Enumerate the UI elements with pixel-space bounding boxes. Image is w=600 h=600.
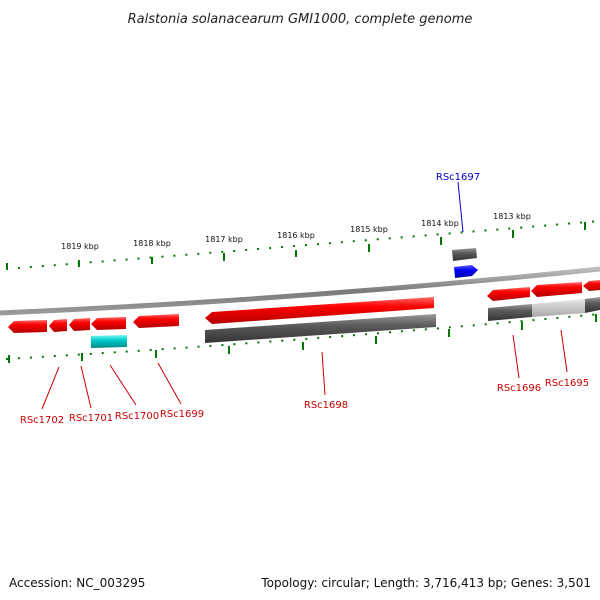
callout-line-rsc1702	[41, 366, 60, 410]
gene-label-rsc1697[interactable]: RSc1697	[436, 172, 480, 183]
cds-arrow-edge[interactable]	[583, 280, 600, 291]
genome-backbone	[0, 266, 600, 316]
gene-label-rsc1700[interactable]: RSc1700	[115, 411, 159, 422]
upper-major-ticks	[6, 222, 586, 270]
scale-label: 1818 kbp	[133, 239, 171, 248]
rna-bar-rsc1700[interactable]	[91, 335, 127, 348]
scale-label: 1816 kbp	[277, 231, 315, 240]
gene-bar-rsc1696[interactable]	[488, 304, 532, 321]
scale-label: 1814 kbp	[421, 219, 459, 228]
callout-line-rsc1698	[321, 351, 326, 396]
gene-label-rsc1695[interactable]: RSc1695	[545, 378, 589, 389]
callout-line-rsc1697	[457, 181, 464, 233]
cds-arrow-rsc1700[interactable]	[69, 318, 90, 331]
cds-arrow-rsc1699b[interactable]	[133, 314, 179, 328]
gene-bar-edge[interactable]	[585, 297, 600, 313]
scale-label: 1817 kbp	[205, 235, 243, 244]
gene-label-rsc1699[interactable]: RSc1699	[160, 409, 204, 420]
upper-scale-track	[5, 220, 600, 270]
lower-major-ticks	[8, 314, 597, 363]
gene-bar-rsc1695[interactable]	[532, 299, 585, 317]
cds-arrow-rsc1701[interactable]	[49, 319, 67, 332]
genome-summary-text: Topology: circular; Length: 3,716,413 bp…	[260, 576, 591, 590]
cds-arrow-rsc1695[interactable]	[531, 282, 582, 297]
map-title: Ralstonia solanacearum GMI1000, complete…	[128, 12, 473, 27]
scale-label: 1815 kbp	[350, 225, 388, 234]
gene-label-rsc1702[interactable]: RSc1702	[20, 415, 64, 426]
callout-line-rsc1700	[109, 364, 137, 406]
gene-bar-rsc1698[interactable]	[205, 314, 436, 343]
gene-label-rsc1701[interactable]: RSc1701	[69, 413, 113, 424]
cds-arrow-rsc1697[interactable]	[454, 265, 478, 278]
scale-label: 1819 kbp	[61, 242, 99, 251]
lower-scale-track	[5, 313, 600, 363]
scale-labels: 1819 kbp 1818 kbp 1817 kbp 1816 kbp 1815…	[61, 212, 531, 251]
gene-label-rsc1696[interactable]: RSc1696	[497, 383, 541, 394]
gene-labels: RSc1697 RSc1702 RSc1701 RSc1700 RSc1699 …	[20, 172, 589, 426]
callout-line-rsc1699	[157, 362, 182, 405]
scale-label: 1813 kbp	[493, 212, 531, 221]
callout-lines	[41, 181, 568, 410]
cds-arrow-rsc1696[interactable]	[487, 287, 530, 301]
callout-line-rsc1695	[560, 329, 568, 373]
cds-arrow-rsc1699[interactable]	[91, 317, 126, 330]
cds-arrow-rsc1702[interactable]	[8, 320, 47, 333]
cds-row-lower	[8, 280, 600, 333]
gene-label-rsc1698[interactable]: RSc1698	[304, 400, 348, 411]
callout-line-rsc1696	[512, 334, 520, 379]
accession-text: Accession: NC_003295	[9, 576, 145, 590]
cds-arrow-rsc1698[interactable]	[205, 297, 434, 324]
feature-rsc1697[interactable]	[452, 248, 478, 278]
callout-line-rsc1701	[80, 365, 92, 409]
gene-bar-rsc1697[interactable]	[452, 248, 477, 261]
gene-row	[91, 297, 600, 348]
